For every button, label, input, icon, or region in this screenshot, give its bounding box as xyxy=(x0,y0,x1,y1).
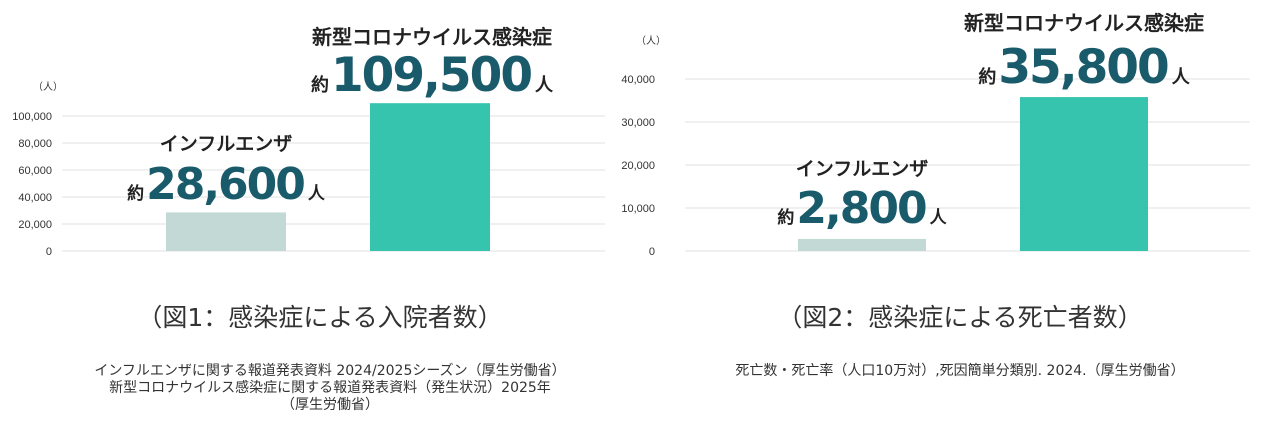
source-line: 死亡数・死亡率（人口10万対）,死因簡単分類別. 2024.（厚生労働省） xyxy=(735,363,1185,379)
category-label: 新型コロナウイルス感染症 xyxy=(312,25,552,49)
y-tick-label: 0 xyxy=(649,246,655,258)
category-label: インフルエンザ xyxy=(796,158,928,180)
value-prefix: 約 xyxy=(127,183,144,204)
value-suffix: 人 xyxy=(535,75,554,96)
value-suffix: 人 xyxy=(308,184,326,204)
y-tick-label: 30,000 xyxy=(621,117,655,129)
data-value-label: 約109,500 人 xyxy=(311,48,554,103)
y-tick-label: 0 xyxy=(46,246,52,258)
bar-covid19 xyxy=(370,103,490,251)
bar-influenza xyxy=(166,212,286,251)
y-tick-label: 80,000 xyxy=(18,138,52,150)
data-value-label: 約28,600 人 xyxy=(127,159,326,210)
value-prefix: 約 xyxy=(777,207,794,228)
chart-2-caption: （図2：感染症による死亡者数） xyxy=(777,303,1143,332)
value-number: 2,800 xyxy=(796,183,926,234)
value-number: 28,600 xyxy=(146,159,304,210)
value-number: 109,500 xyxy=(331,48,531,103)
chart-2-source: 死亡数・死亡率（人口10万対）,死因簡単分類別. 2024.（厚生労働省） xyxy=(640,363,1280,380)
y-tick-label: 40,000 xyxy=(621,74,655,86)
y-axis-unit-label: （人） xyxy=(636,35,666,47)
value-prefix: 約 xyxy=(311,74,329,96)
value-suffix: 人 xyxy=(930,208,948,228)
bar-influenza xyxy=(798,238,926,251)
y-tick-label: 20,000 xyxy=(18,219,52,231)
data-value-label: 約2,800 人 xyxy=(777,183,947,234)
y-tick-label: 100,000 xyxy=(12,111,52,123)
value-prefix: 約 xyxy=(978,66,996,88)
data-value-label: 約35,800 人 xyxy=(978,40,1190,95)
chart-1-caption: （図1：感染症による入院者数） xyxy=(137,303,503,332)
y-axis-unit-label: （人） xyxy=(33,81,63,93)
y-tick-label: 40,000 xyxy=(18,192,52,204)
y-tick-label: 10,000 xyxy=(621,203,655,215)
value-suffix: 人 xyxy=(1172,67,1191,88)
source-line: インフルエンザに関する報道発表資料 2024/2025シーズン（厚生労働省） xyxy=(94,363,566,379)
y-tick-label: 20,000 xyxy=(621,160,655,172)
value-number: 35,800 xyxy=(998,40,1168,95)
source-line: （厚生労働省） xyxy=(281,397,379,413)
category-label: インフルエンザ xyxy=(160,133,292,155)
source-line: 新型コロナウイルス感染症に関する報道発表資料（発生状況）2025年 xyxy=(109,380,551,396)
y-tick-label: 60,000 xyxy=(18,165,52,177)
category-label: 新型コロナウイルス感染症 xyxy=(964,11,1204,35)
bar-covid19 xyxy=(1020,97,1148,251)
chart-1-source: インフルエンザに関する報道発表資料 2024/2025シーズン（厚生労働省） 新… xyxy=(0,363,660,414)
